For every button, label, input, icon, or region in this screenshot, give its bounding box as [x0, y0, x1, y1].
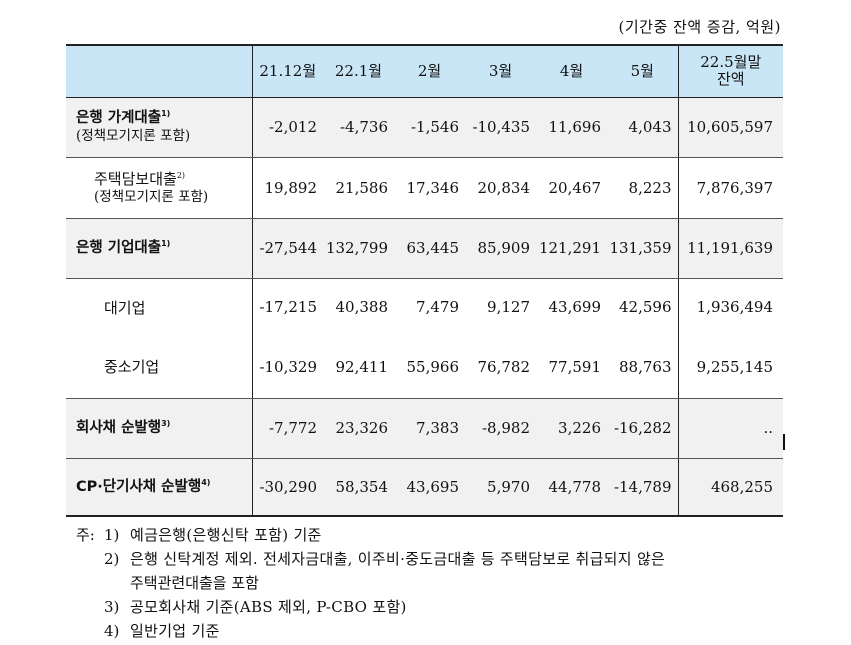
cell: 92,411: [323, 336, 394, 399]
cell: 4,043: [607, 97, 678, 158]
cell: -2,012: [252, 97, 323, 158]
row-label-mortgage: 주택담보대출2) (정책모기지론 포함): [66, 157, 253, 219]
cell: 11,696: [536, 97, 607, 158]
header-col-balance: 22.5월말 잔액: [677, 44, 783, 98]
cell: 43,695: [394, 458, 465, 517]
cell: 85,909: [465, 218, 536, 279]
cell: 44,778: [536, 458, 607, 517]
cell: 8,223: [607, 157, 678, 219]
cell: 17,346: [394, 157, 465, 219]
header-col-2204: 4월: [536, 44, 607, 98]
cell: 21,586: [323, 157, 394, 219]
table-row-corporate-bonds: 회사채 순발행3) -7,772 23,326 7,383 -8,982 3,2…: [66, 398, 783, 459]
cell-balance: 7,876,397: [677, 157, 783, 219]
cell: 9,127: [487, 298, 530, 317]
footnotes: 주: 1) 예금은행(은행신탁 포함) 기준 2) 은행 신탁계정 제외. 전세…: [76, 523, 665, 643]
row-label-sme: 중소기업: [66, 336, 253, 399]
header-row: 21.12월 22.1월 2월 3월 4월 5월 22.5월말 잔액: [66, 44, 783, 98]
cell: 20,834: [465, 157, 536, 219]
cell: 63,445: [394, 218, 465, 279]
cell: -30,290: [252, 458, 323, 517]
header-col-2201: 22.1월: [323, 44, 394, 98]
header-col-2202: 2월: [394, 44, 465, 98]
cell: -10,435: [465, 97, 536, 158]
cell: 43,699: [548, 298, 602, 317]
footnote-4: 4) 일반기업 기준: [104, 622, 220, 640]
row-label-household: 은행 가계대출1) (정책모기지론 포함): [66, 97, 253, 158]
table-row-cp-short-term-bonds: CP·단기사채 순발행4) -30,290 58,354 43,695 5,97…: [66, 458, 783, 517]
cell: 23,326: [323, 398, 394, 459]
cell-balance: 1,936,494: [677, 278, 783, 336]
cell-balance: 9,255,145: [677, 336, 783, 399]
cell-balance: 11,191,639: [677, 218, 783, 279]
cell: 77,591: [536, 336, 607, 399]
header-balance-line2: 잔액: [716, 70, 745, 89]
table-row-mortgage: 주택담보대출2) (정책모기지론 포함) 19,892 21,586 17,34…: [66, 157, 783, 219]
table-row-corporate-loans: 은행 기업대출1) -27,544 132,799 63,445 85,909 …: [66, 218, 783, 279]
cell: 131,359: [607, 218, 678, 279]
cell: 55,966: [394, 336, 465, 399]
cell: 42,596: [619, 298, 672, 317]
cell-balance: 10,605,597: [677, 97, 783, 158]
cell: 19,892: [252, 157, 323, 219]
footnote-1: 주: 1) 예금은행(은행신탁 포함) 기준: [76, 523, 665, 547]
table-row-sme: 중소기업 -10,329 92,411 55,966 76,782 77,591…: [66, 336, 783, 399]
header-balance-line1: 22.5월말: [700, 53, 762, 72]
cell: 7,479: [416, 298, 459, 317]
loan-statistics-table: 21.12월 22.1월 2월 3월 4월 5월 22.5월말 잔액 은행 가계…: [66, 44, 783, 517]
header-corner: [66, 44, 253, 98]
cell: -14,789: [607, 458, 678, 517]
cell: -4,736: [323, 97, 394, 158]
footnote-2: 2) 은행 신탁계정 제외. 전세자금대출, 이주비·중도금대출 등 주택담보로…: [104, 550, 666, 568]
cell: 76,782: [465, 336, 536, 399]
cell: 88,763: [607, 336, 678, 399]
cell: 58,354: [323, 458, 394, 517]
footnote-prefix: 주:: [76, 526, 95, 544]
cell: -27,544: [252, 218, 323, 279]
cell: 20,467: [536, 157, 607, 219]
cell: 3,226: [536, 398, 607, 459]
cell-balance: ..: [677, 398, 783, 459]
row-label-corporate-bonds: 회사채 순발행3): [66, 398, 253, 459]
cell: -7,772: [252, 398, 323, 459]
cell-balance: 468,255: [677, 458, 783, 517]
row-label-corporate: 은행 기업대출1): [66, 218, 253, 279]
table-row-large-firms: 대기업 -17,215 40,388 7,479 9,127 43,699 42…: [66, 278, 783, 336]
table-row-household-loans: 은행 가계대출1) (정책모기지론 포함) -2,012 -4,736 -1,5…: [66, 97, 783, 158]
cell: -1,546: [394, 97, 465, 158]
footnote-2-continuation: 주택관련대출을 포함: [130, 574, 259, 592]
cell: 132,799: [323, 218, 394, 279]
footnote-3: 3) 공모회사채 기준(ABS 제외, P-CBO 포함): [104, 598, 407, 616]
header-col-2203: 3월: [465, 44, 536, 98]
row-label-large-firms: 대기업: [66, 278, 253, 336]
cell: -8,982: [465, 398, 536, 459]
cell: -16,282: [607, 398, 678, 459]
cell: 5,970: [465, 458, 536, 517]
cell: 40,388: [335, 298, 389, 317]
header-col-2112: 21.12월: [252, 44, 323, 98]
row-label-cp: CP·단기사채 순발행4): [66, 458, 253, 517]
cell: -17,215: [259, 298, 317, 317]
unit-note: (기간중 잔액 증감, 억원): [618, 18, 781, 36]
cell: 121,291: [536, 218, 607, 279]
header-col-2205: 5월: [607, 44, 678, 98]
cell: -10,329: [252, 336, 323, 399]
text-cursor: [783, 434, 785, 450]
cell: 7,383: [394, 398, 465, 459]
